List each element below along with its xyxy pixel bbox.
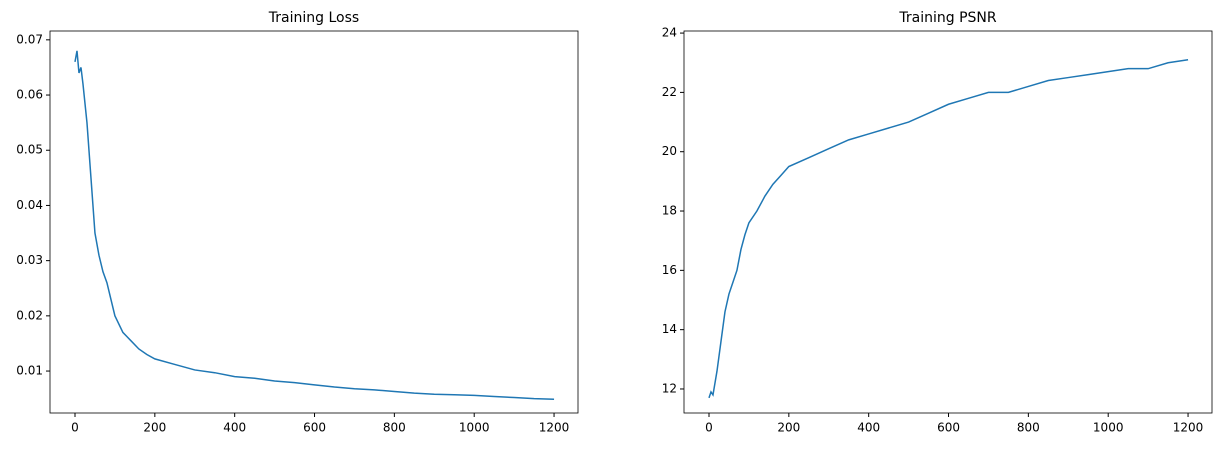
y-tick-label: 24: [662, 26, 677, 40]
data-line: [74, 50, 555, 400]
y-tick-label: 0.06: [16, 88, 43, 102]
x-tick-label: 800: [383, 421, 406, 435]
y-tick-label: 16: [662, 263, 677, 277]
x-tick-label: 200: [143, 421, 166, 435]
y-tick-label: 0.03: [16, 253, 43, 267]
y-tick-label: 0.01: [16, 364, 43, 378]
x-tick-label: 200: [777, 421, 800, 435]
y-tick-label: 0.07: [16, 32, 43, 46]
plot-frame: [49, 30, 579, 414]
y-tick-label: 12: [662, 381, 677, 395]
y-tick-label: 0.04: [16, 198, 43, 212]
y-tick-label: 0.02: [16, 308, 43, 322]
y-tick-label: 0.05: [16, 143, 43, 157]
chart-title: Training Loss: [268, 10, 359, 26]
x-tick-label: 0: [705, 421, 713, 435]
y-tick-label: 20: [662, 144, 677, 158]
x-tick-label: 1200: [1173, 421, 1204, 435]
plot-frame: [683, 30, 1213, 414]
x-tick-label: 1000: [1093, 421, 1124, 435]
y-tick-label: 22: [662, 85, 677, 99]
y-tick-label: 18: [662, 204, 677, 218]
x-tick-label: 600: [937, 421, 960, 435]
x-tick-label: 1000: [459, 421, 490, 435]
data-line: [708, 59, 1189, 399]
x-tick-label: 1200: [539, 421, 570, 435]
x-tick-label: 800: [1017, 421, 1040, 435]
x-tick-label: 600: [303, 421, 326, 435]
x-tick-label: 400: [857, 421, 880, 435]
chart-title: Training PSNR: [898, 10, 996, 26]
x-tick-label: 400: [223, 421, 246, 435]
y-tick-label: 14: [662, 322, 677, 336]
x-tick-label: 0: [71, 421, 79, 435]
